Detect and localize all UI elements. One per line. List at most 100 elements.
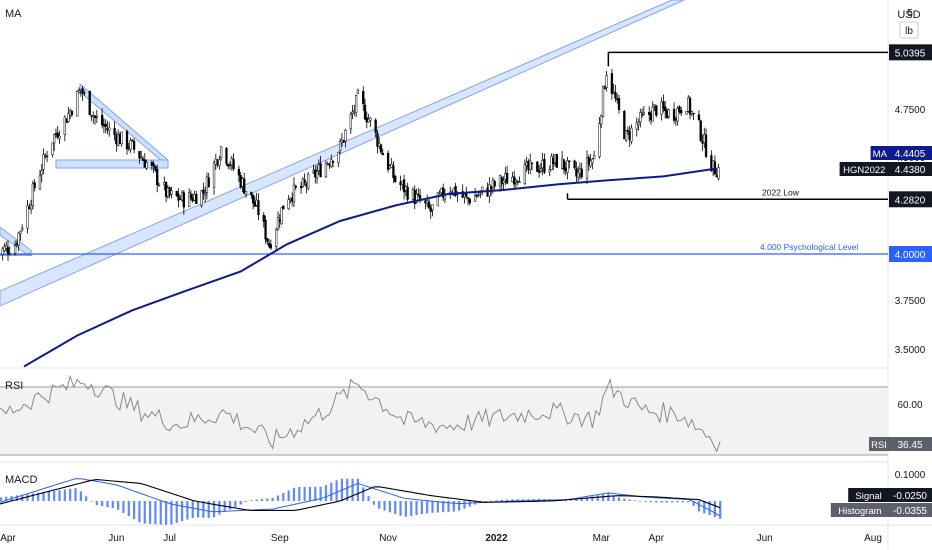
macd-histogram-bar xyxy=(649,501,653,503)
candle-body xyxy=(655,105,658,116)
candle-body xyxy=(104,123,107,127)
price-tag-value-box xyxy=(889,162,932,176)
rsi-layer xyxy=(0,374,721,453)
macd-histogram-bar xyxy=(660,501,663,503)
candle-body xyxy=(157,184,161,187)
candle-body xyxy=(473,195,477,202)
candle-body xyxy=(466,197,470,199)
macd-histogram-bar xyxy=(69,488,72,501)
triangle-lower-band[interactable] xyxy=(55,159,169,169)
candle-body xyxy=(431,204,434,211)
macd-histogram-bar xyxy=(346,478,349,501)
triangle-upper-band[interactable] xyxy=(79,82,169,168)
macd-histogram-bar xyxy=(330,482,333,501)
macd-histogram-bar xyxy=(420,501,423,515)
macd-tick-label: 0.1000 xyxy=(895,470,926,481)
time-tick-label: Sep xyxy=(271,533,289,544)
candle-body xyxy=(131,139,134,142)
candle-body xyxy=(676,108,679,122)
candle-body xyxy=(63,116,66,136)
macd-tag-name-box xyxy=(830,503,889,517)
macd-histogram-bar xyxy=(372,501,375,505)
macd-histogram-bar xyxy=(511,499,514,501)
candle-body xyxy=(58,135,61,139)
level-price-tag xyxy=(889,44,932,61)
candle-body xyxy=(152,163,155,167)
rsi-value: 36.45 xyxy=(897,440,922,451)
candle-body xyxy=(536,161,539,172)
candle-body xyxy=(132,141,136,150)
candle-body xyxy=(349,114,352,130)
macd-histogram-bar xyxy=(191,501,194,518)
candle-body xyxy=(145,161,148,169)
macd-tag-name: Signal xyxy=(855,491,881,502)
macd-histogram-bar xyxy=(639,501,642,502)
macd-histogram-bar xyxy=(617,497,621,501)
macd-histogram-bar xyxy=(463,501,466,509)
candle-body xyxy=(566,160,569,173)
macd-histogram-bar xyxy=(79,491,82,501)
candle-body xyxy=(351,111,354,114)
level-annotation: 4.000 Psychological Level xyxy=(760,242,858,252)
macd-histogram-bar xyxy=(37,492,40,501)
macd-tag-value-box xyxy=(889,488,932,502)
candle-body xyxy=(175,191,178,197)
macd-histogram-bar xyxy=(601,494,605,501)
time-tick-label: Jun xyxy=(757,533,773,544)
candle-body xyxy=(140,157,143,159)
candle-body xyxy=(228,164,232,166)
candle-body xyxy=(630,127,633,142)
signal-line xyxy=(0,479,721,511)
candle-body xyxy=(56,132,59,138)
candle-body xyxy=(406,186,409,200)
candle-body xyxy=(601,86,605,117)
candle-body xyxy=(81,88,84,94)
macd-histogram-bar xyxy=(212,501,216,518)
macd-histogram-bar xyxy=(234,501,237,508)
candle-body xyxy=(592,155,596,159)
macd-histogram-bar xyxy=(628,499,631,501)
candle-body xyxy=(635,122,638,130)
candle-body xyxy=(697,114,701,120)
candle-body xyxy=(5,245,8,249)
candle-body xyxy=(402,179,406,193)
candle-body xyxy=(685,111,688,115)
candle-body xyxy=(589,160,592,167)
macd-histogram-bar xyxy=(708,501,711,516)
macd-histogram-bar xyxy=(623,498,626,501)
candle-body xyxy=(29,204,33,210)
macd-histogram-bar xyxy=(5,496,8,501)
macd-histogram-bar xyxy=(591,496,594,501)
macd-histogram-bar xyxy=(415,501,418,516)
macd-line xyxy=(0,478,721,517)
macd-histogram-bar xyxy=(378,501,381,509)
candle-body xyxy=(704,134,708,157)
unit-label: lb xyxy=(905,26,913,37)
price-tag-value: 4.4380 xyxy=(895,165,926,176)
macd-histogram-bar xyxy=(282,492,285,501)
candle-body xyxy=(266,238,269,242)
candle-body xyxy=(243,178,246,194)
candle-body xyxy=(51,142,54,156)
macd-histogram-bar xyxy=(287,490,290,501)
candle-body xyxy=(113,127,116,136)
macd-histogram-bar xyxy=(687,501,690,503)
macd-histogram-bar xyxy=(404,501,407,517)
macd-histogram-bar xyxy=(292,487,296,501)
macd-histogram-bar xyxy=(47,491,50,501)
candle-body xyxy=(251,194,255,204)
candle-body xyxy=(1,248,4,255)
macd-tag-value: -0.0355 xyxy=(893,506,927,517)
candle-body xyxy=(651,106,654,122)
macd-histogram-bar xyxy=(122,501,125,513)
macd-histogram-bar xyxy=(53,490,56,501)
unit-button[interactable] xyxy=(899,21,919,39)
macd-histogram-bar xyxy=(266,498,269,501)
candle-body xyxy=(292,183,296,203)
macd-histogram-bar xyxy=(362,487,365,501)
macd-histogram-bar xyxy=(452,501,455,512)
rising-channel-band[interactable] xyxy=(0,0,685,307)
macd-histogram-bar xyxy=(388,501,391,513)
candle-body xyxy=(95,116,98,118)
macd-histogram-bar xyxy=(564,500,567,502)
